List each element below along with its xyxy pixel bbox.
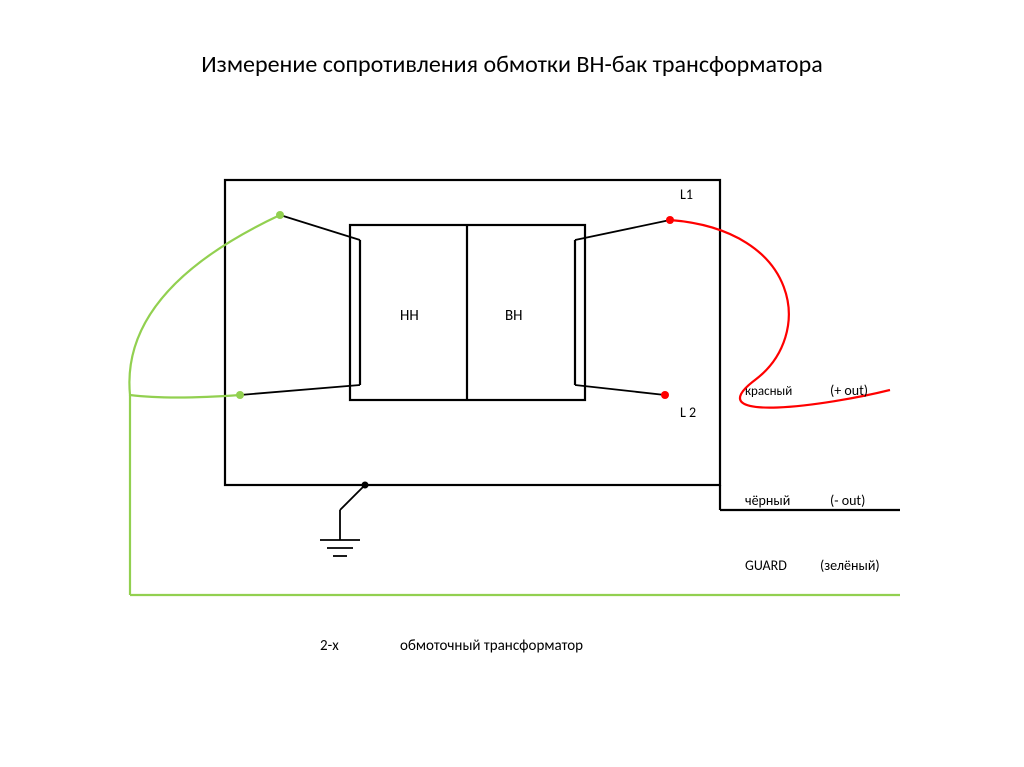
lead-hh-top: [280, 215, 360, 240]
label-red: красный: [745, 384, 792, 399]
caption-b: обмоточный трансформатор: [400, 637, 583, 655]
diagram-canvas: Измерение сопротивления обмотки ВН-бак т…: [0, 0, 1024, 767]
label-l2: L 2: [680, 404, 696, 421]
ground-lead-diag: [340, 485, 365, 510]
ground-tap-dot: [362, 482, 369, 489]
lead-bh-bot: [575, 385, 665, 395]
lead-hh-bot: [240, 385, 360, 395]
label-black: чёрный: [745, 492, 790, 509]
label-red-note: (+ out): [830, 382, 868, 399]
label-guard-note: (зелёный): [820, 557, 880, 574]
diagram-svg: НН ВН L1 L 2 красный (+ out) чёрный (- o…: [0, 0, 1024, 767]
caption-a: 2-х: [320, 637, 339, 655]
red-wire: [670, 220, 890, 408]
label-guard: GUARD: [745, 557, 787, 574]
label-black-note: (- out): [830, 492, 865, 509]
term-right-bot: [661, 391, 669, 399]
green-short-wire: [129, 215, 280, 398]
label-hh: НН: [400, 307, 419, 325]
lead-bh-top: [575, 220, 670, 240]
label-bh: ВН: [505, 307, 523, 325]
label-l1: L1: [680, 186, 693, 203]
